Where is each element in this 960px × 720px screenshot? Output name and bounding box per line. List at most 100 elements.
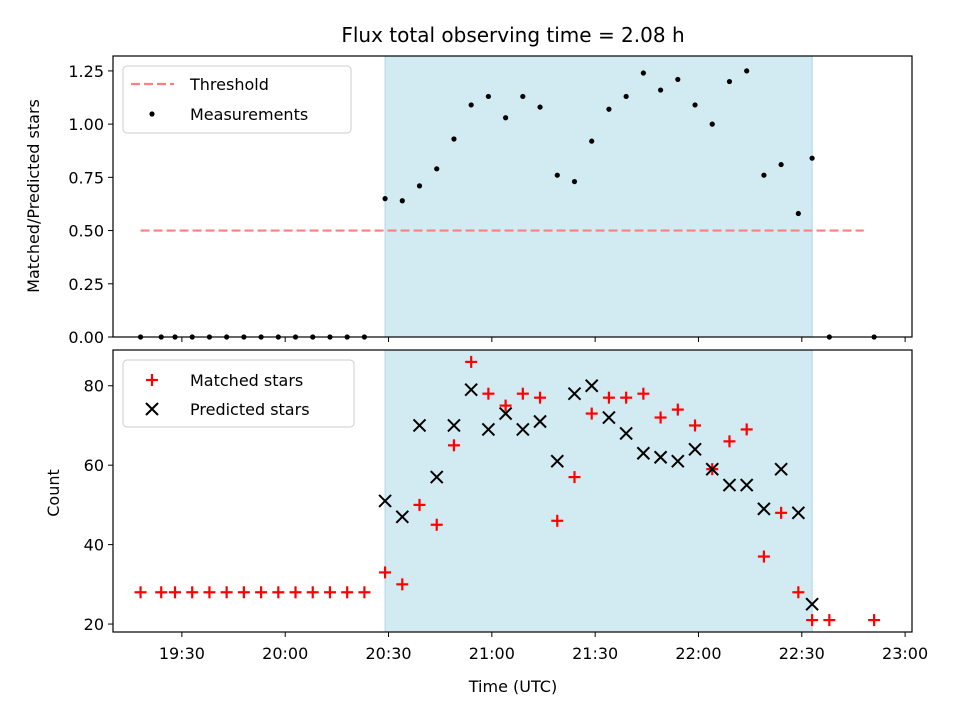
top-plot-frame: [112, 55, 913, 338]
measurement-point: [520, 93, 526, 100]
top-y-tick-label: 0.00: [68, 328, 104, 347]
measurement-point: [657, 87, 664, 93]
predicted-star-point: [567, 386, 582, 401]
matched-star-point: [323, 586, 336, 599]
measurement-point: [795, 210, 801, 217]
matched-star-point: [482, 387, 495, 400]
matched-star-point: [671, 403, 684, 416]
matched-star-point: [740, 423, 753, 436]
matched-star-point: [272, 586, 285, 599]
predicted-star-point: [774, 462, 788, 476]
matched-star-point: [620, 391, 633, 404]
predicted-star-point: [481, 422, 496, 437]
legend-matched: Matched stars: [190, 371, 303, 390]
matched-star-point: [465, 355, 478, 368]
predicted-star-point: [636, 446, 651, 460]
matched-legend-swatch: [146, 374, 158, 386]
matched-star-point: [341, 586, 354, 599]
measurement-point: [399, 198, 405, 204]
x-axis-label: Time (UTC): [468, 677, 557, 696]
matched-star-point: [255, 586, 268, 599]
matched-star-point: [447, 439, 460, 452]
matched-star-point: [868, 614, 881, 627]
matched-star-point: [134, 586, 147, 599]
predicted-star-point: [805, 597, 819, 611]
bottom-legend-box: [122, 359, 355, 428]
top-y-tick-label: 0.50: [68, 222, 104, 241]
predicted-star-point: [602, 410, 616, 425]
bottom-y-tick-label: 40: [84, 536, 104, 555]
predicted-star-point: [412, 418, 427, 433]
bottom-plot-frame: [112, 349, 913, 633]
predicted-star-point: [447, 418, 461, 433]
matched-star-point: [551, 514, 564, 527]
x-tick-label: 20:30: [365, 644, 411, 663]
observing-interval-bottom: [384, 349, 813, 633]
measurement-point: [416, 183, 423, 189]
matched-star-point: [220, 586, 233, 599]
matched-star-point: [358, 586, 371, 599]
measurement-point: [606, 106, 612, 112]
matched-star-point: [775, 506, 788, 519]
measurement-point: [503, 115, 509, 121]
matched-star-point: [155, 586, 168, 599]
measurement-point: [692, 102, 698, 108]
measurement-point: [451, 136, 457, 142]
predicted-star-point: [653, 450, 668, 464]
measurement-point: [434, 166, 440, 172]
bottom-panel: Count Time (UTC) 20 40 60 80 19:30 20:00 20:3…: [44, 349, 928, 696]
predicted-star-point: [550, 454, 564, 468]
matched-star-point: [534, 391, 547, 404]
matched-star-point: [568, 471, 581, 484]
matched-star-point: [203, 586, 216, 599]
predicted-star-point: [516, 422, 530, 437]
matched-star-point: [806, 614, 819, 627]
x-tick-label: 22:30: [779, 644, 825, 663]
measurement-point: [382, 196, 388, 202]
matched-star-point: [289, 586, 302, 599]
x-tick-label: 19:30: [159, 644, 205, 663]
top-legend: Threshold Measurements: [122, 65, 352, 134]
measurement-point: [744, 68, 750, 74]
measurement-point: [468, 102, 474, 108]
x-tick-label: 23:00: [882, 644, 928, 663]
matched-star-point: [306, 586, 319, 599]
predicted-star-point: [671, 454, 685, 468]
predicted-star-point: [378, 494, 392, 508]
matched-star-point: [186, 586, 199, 599]
top-legend-box: [122, 65, 352, 134]
measurement-point: [761, 172, 767, 178]
measurement-point: [537, 104, 543, 110]
measurement-point: [675, 76, 681, 83]
predicted-star-point: [688, 442, 702, 457]
matched-star-point: [413, 498, 426, 511]
predicted-star-point: [757, 502, 771, 516]
top-y-tick-label: 1.25: [68, 62, 104, 81]
measurement-point: [809, 155, 815, 161]
matched-star-point: [430, 518, 443, 531]
bottom-y-tick-label: 60: [84, 456, 104, 475]
predicted-star-point: [498, 406, 513, 421]
matched-star-point: [396, 578, 409, 591]
matched-star-point: [585, 407, 598, 420]
matched-star-point: [689, 419, 702, 432]
measurement-point: [709, 121, 715, 127]
top-y-tick-label: 0.25: [68, 275, 104, 294]
measurement-point: [571, 178, 578, 185]
matched-star-point: [823, 614, 836, 627]
measurement-point: [623, 93, 629, 100]
measurement-point: [554, 172, 560, 178]
measurements-legend-swatch: [149, 111, 155, 117]
measurement-point: [589, 138, 595, 144]
predicted-star-point: [791, 506, 806, 520]
matched-star-point: [379, 566, 392, 579]
x-tick-label: 21:30: [572, 644, 618, 663]
chart-title: Flux total observing time = 2.08 h: [341, 23, 684, 47]
bottom-y-tick-label: 20: [84, 615, 104, 634]
bottom-legend: Matched stars Predicted stars: [122, 359, 355, 428]
observing-interval-top: [384, 55, 813, 338]
bottom-y-tick-label: 80: [84, 377, 104, 396]
legend-threshold: Threshold: [189, 75, 269, 94]
predicted-star-point: [619, 426, 633, 441]
matched-star-point: [723, 435, 736, 448]
